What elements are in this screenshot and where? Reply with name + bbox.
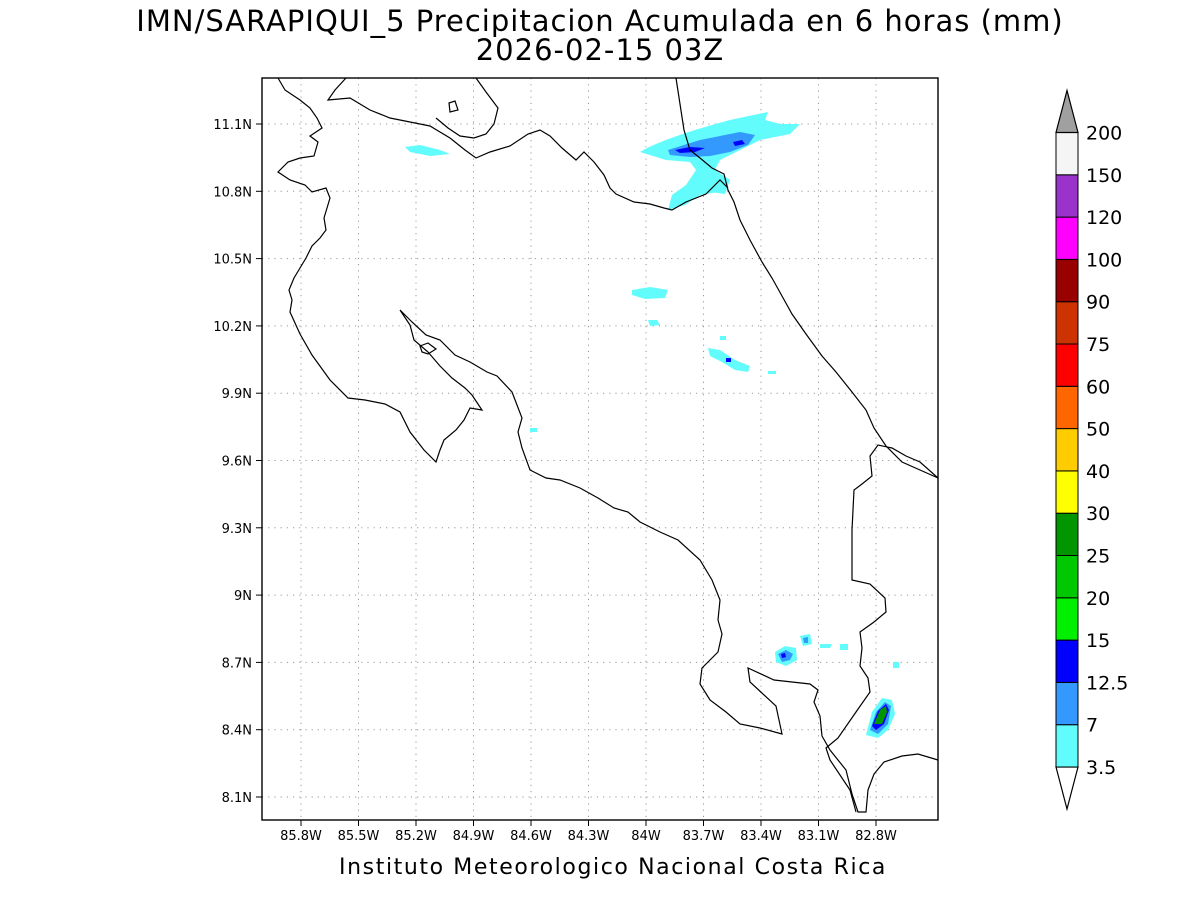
colorbar-level-label: 60 xyxy=(1086,376,1110,398)
precip-area-light xyxy=(840,644,848,650)
longitude-labels: 85.8W 85.5W 85.2W 84.9W 84.6W 84.3W 84W 83.7W 83… xyxy=(280,820,897,844)
colorbar-segment xyxy=(1055,724,1079,768)
lat-tick-label: 9N xyxy=(234,589,252,604)
colorbar-segment xyxy=(1055,385,1079,430)
colorbar-segment xyxy=(1055,132,1079,176)
lat-tick-label: 8.1N xyxy=(222,791,252,806)
colorbar-upper-arrow xyxy=(1055,88,1079,134)
colorbar-level-label: 30 xyxy=(1086,503,1110,525)
colorbar-level-label: 200 xyxy=(1086,123,1122,145)
precip-area-light xyxy=(648,320,660,326)
lon-tick-label: 85.2W xyxy=(395,829,437,844)
colorbar-segment xyxy=(1055,470,1079,514)
precip-area-light xyxy=(720,336,726,340)
colorbar-level-label: 12.5 xyxy=(1086,672,1128,694)
lon-tick-label: 83.7W xyxy=(683,829,725,844)
precip-area-heavy xyxy=(733,140,745,146)
colorbar-segment xyxy=(1055,174,1079,218)
colorbar-level-label: 3.5 xyxy=(1086,757,1116,779)
precip-area-light xyxy=(768,371,776,374)
colorbar-level-label: 40 xyxy=(1086,461,1110,483)
colorbar-segment xyxy=(1055,258,1079,303)
precip-area-medium xyxy=(803,637,808,643)
map-grid xyxy=(262,78,938,820)
colorbar-level-label: 90 xyxy=(1086,292,1110,314)
lat-tick-label: 11.1N xyxy=(213,118,252,133)
colorbar-level-label: 150 xyxy=(1086,165,1122,187)
colorbar-segment xyxy=(1055,555,1079,599)
lat-tick-label: 9.3N xyxy=(222,522,252,537)
colorbar-level-label: 100 xyxy=(1086,249,1122,271)
lon-tick-label: 82.8W xyxy=(855,829,897,844)
colorbar: 3.5 7 12.5 15 20 25 30 40 50 60 75 90 100 120 150 200 xyxy=(1055,88,1128,812)
precip-area-light xyxy=(820,644,832,648)
colorbar-level-label: 15 xyxy=(1086,630,1110,652)
map-title: IMN/SARAPIQUI_5 Precipitacion Acumulada … xyxy=(136,4,1064,38)
latitude-labels: 11.1N 10.8N 10.5N 10.2N 9.9N 9.6N 9.3N 9N 8.7N 8.… xyxy=(213,118,262,806)
lat-tick-label: 10.2N xyxy=(213,320,252,335)
precip-area-light xyxy=(632,287,668,299)
lat-tick-label: 8.4N xyxy=(222,724,252,739)
precip-area-light xyxy=(893,662,899,668)
precip-area-green xyxy=(874,706,887,724)
lat-tick-label: 9.9N xyxy=(222,387,252,402)
colorbar-level-label: 7 xyxy=(1086,715,1098,737)
colorbar-segment xyxy=(1055,512,1079,557)
precip-area-light xyxy=(530,428,537,432)
colorbar-segment xyxy=(1055,428,1079,472)
map-subtitle-date: 2026-02-15 03Z xyxy=(475,33,725,67)
lon-tick-label: 84W xyxy=(631,829,661,844)
colorbar-segment xyxy=(1055,681,1079,726)
lat-tick-label: 8.7N xyxy=(222,656,252,671)
colorbar-segment xyxy=(1055,639,1079,683)
colorbar-level-label: 75 xyxy=(1086,334,1110,356)
lat-tick-label: 9.6N xyxy=(222,455,252,470)
colorbar-lower-arrow xyxy=(1055,766,1079,812)
colorbar-segment xyxy=(1055,597,1079,641)
precip-area-light xyxy=(405,145,450,156)
colorbar-level-label: 25 xyxy=(1086,546,1110,568)
lat-tick-label: 10.5N xyxy=(213,253,252,268)
precip-area-light xyxy=(700,168,730,194)
coastline xyxy=(277,77,939,813)
lon-tick-label: 84.9W xyxy=(453,829,495,844)
lon-tick-label: 85.8W xyxy=(280,829,322,844)
footer-credit: Instituto Meteorologico Nacional Costa R… xyxy=(339,855,887,880)
lon-tick-label: 83.4W xyxy=(740,829,782,844)
colorbar-level-label: 20 xyxy=(1086,588,1110,610)
colorbar-segment xyxy=(1055,301,1079,345)
colorbar-level-label: 50 xyxy=(1086,419,1110,441)
lon-tick-label: 84.3W xyxy=(568,829,610,844)
lon-tick-label: 83.1W xyxy=(798,829,840,844)
precip-area-heavy xyxy=(781,653,786,658)
colorbar-level-label: 120 xyxy=(1086,207,1122,229)
map-frame xyxy=(261,77,939,821)
colorbar-segment xyxy=(1055,343,1079,387)
lat-tick-label: 10.8N xyxy=(213,185,252,200)
precipitation-areas xyxy=(405,112,899,738)
precip-area-light xyxy=(640,112,800,210)
precip-area-heavy xyxy=(726,358,731,362)
lon-tick-label: 84.6W xyxy=(510,829,552,844)
lon-tick-label: 85.5W xyxy=(338,829,380,844)
colorbar-segment xyxy=(1055,216,1079,260)
